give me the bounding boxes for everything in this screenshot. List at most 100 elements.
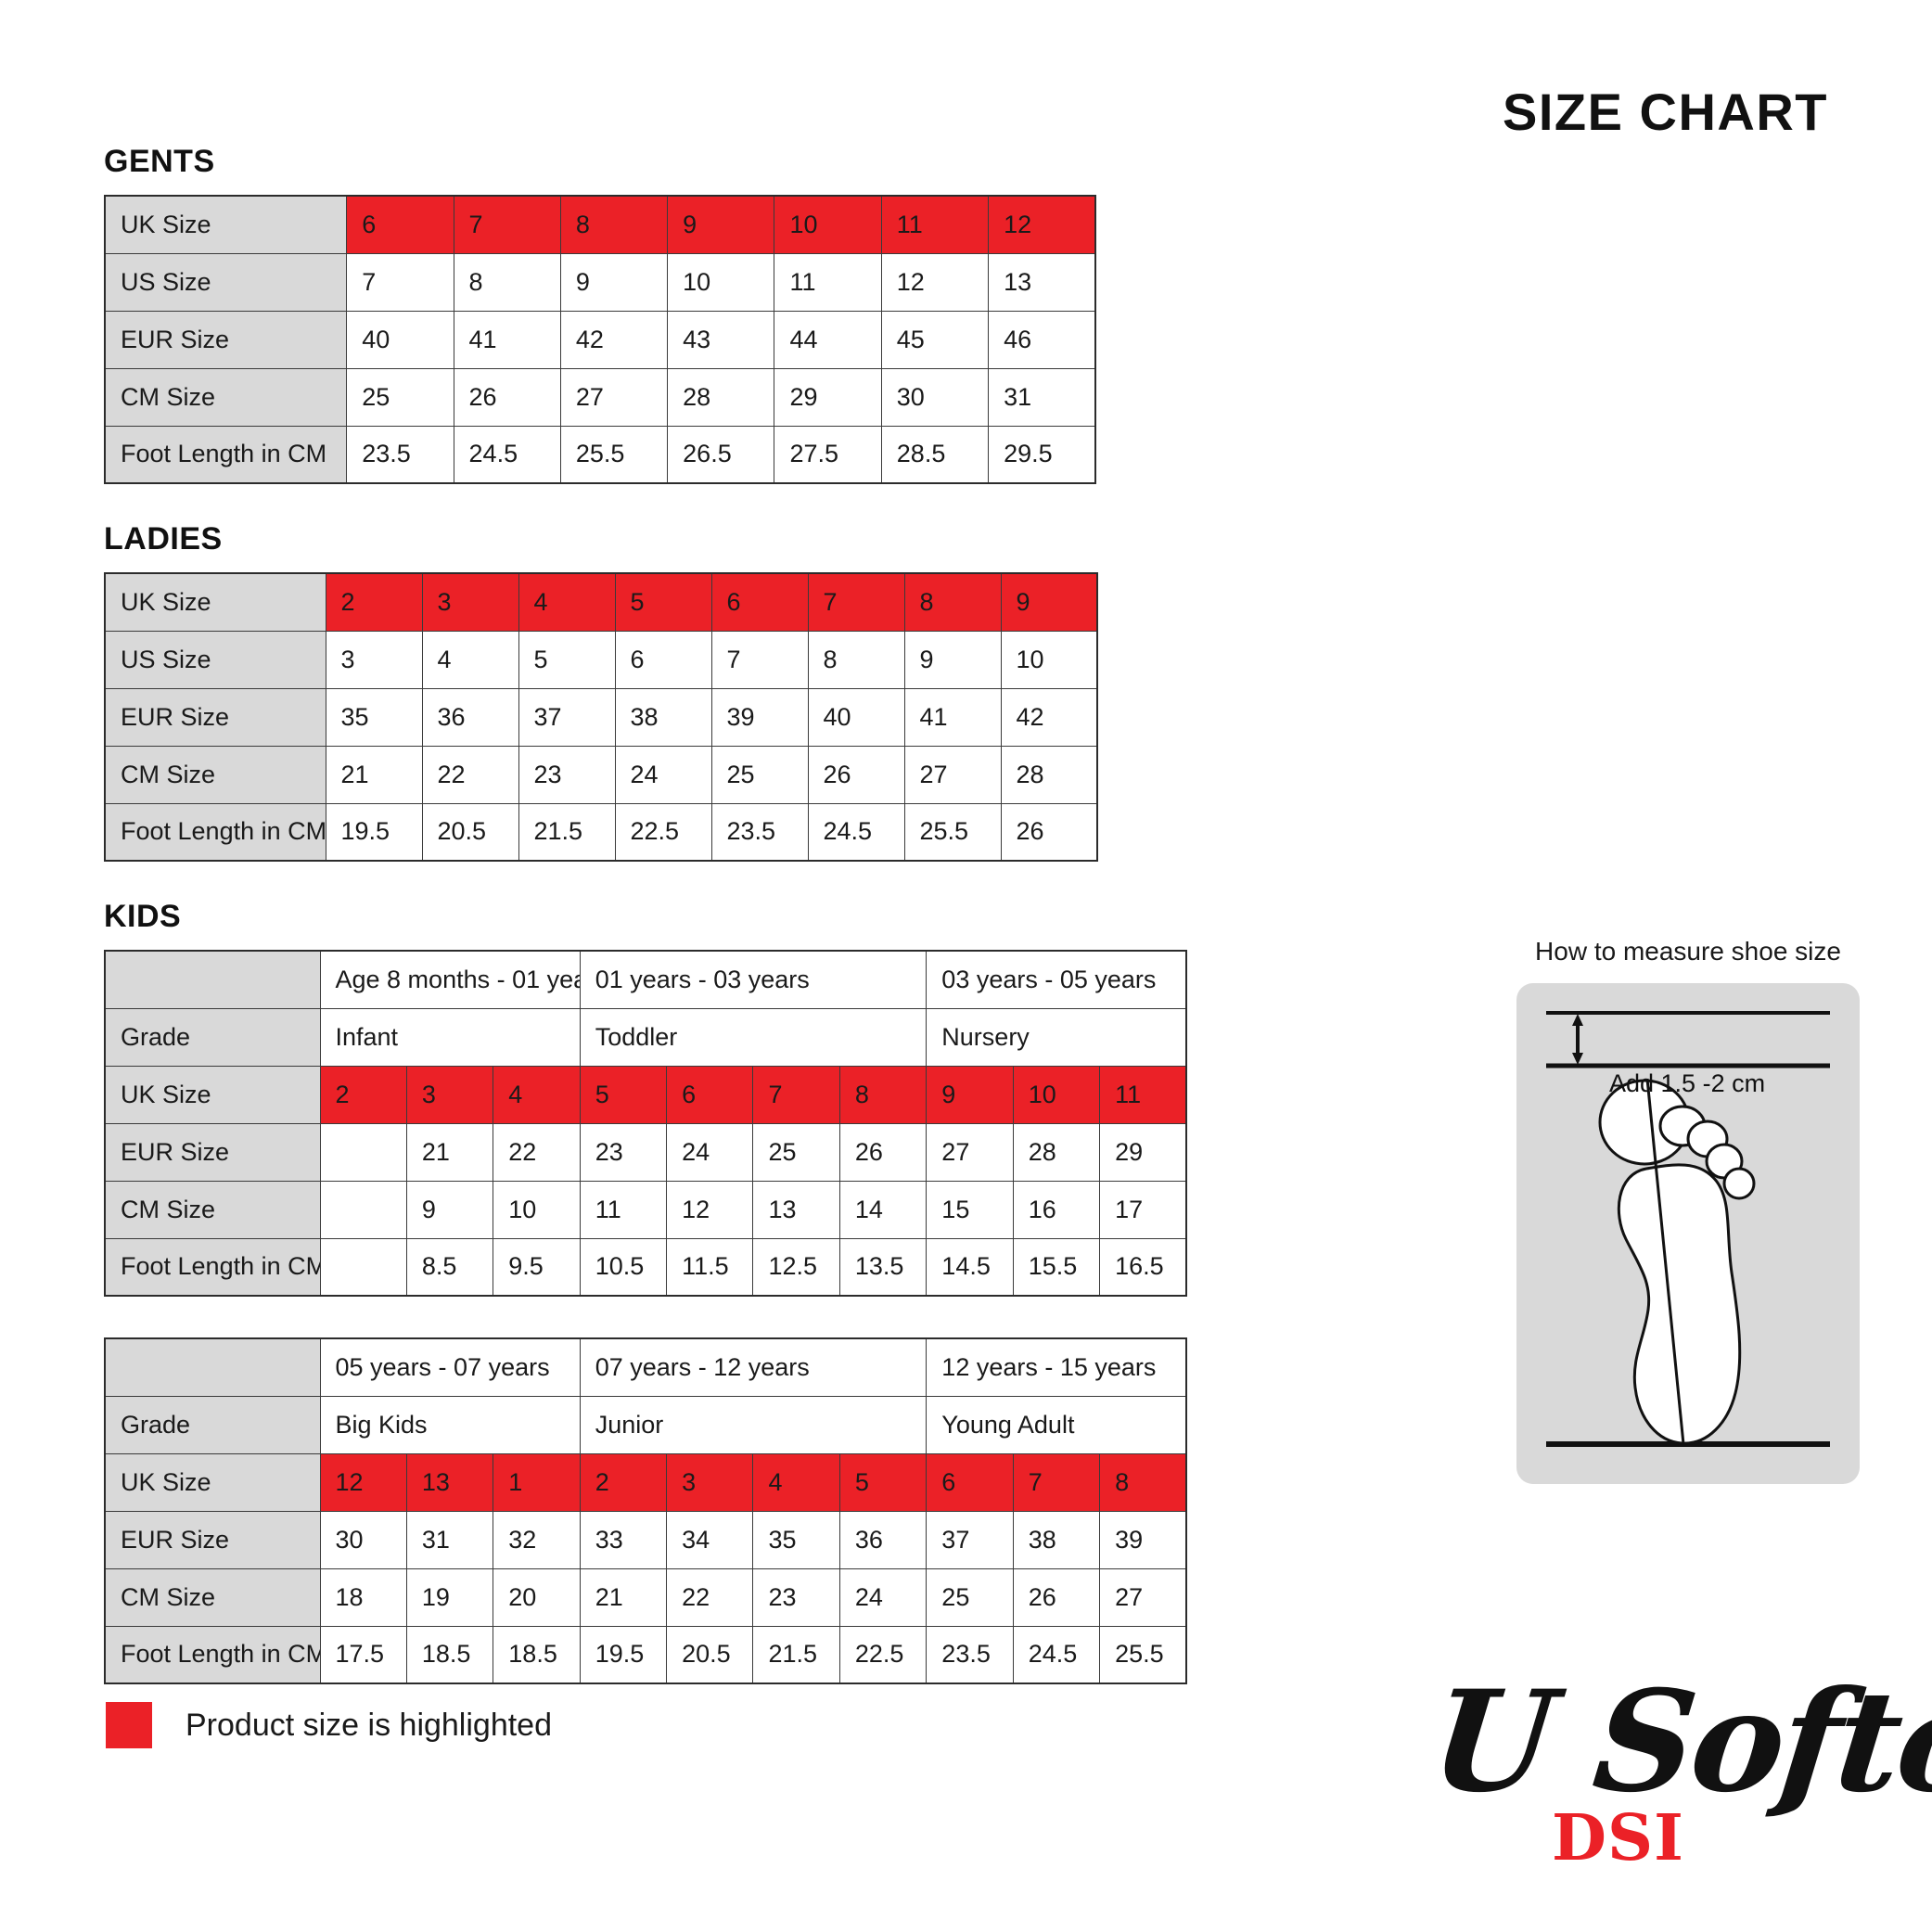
- row-header-cell: EUR Size: [104, 687, 326, 747]
- size-cell: 27: [1099, 1567, 1187, 1627]
- size-cell: 12: [666, 1180, 754, 1239]
- legend-color-swatch: [106, 1702, 152, 1748]
- highlighted-size-cell: 8: [559, 195, 669, 254]
- kids-table-2-body: 05 years - 07 years 07 years - 12 years 12…: [104, 1337, 1187, 1684]
- highlighted-size-cell: 7: [807, 572, 905, 632]
- table-row: Foot Length in CM 8.5 9.5 10.5 11.5 12.5 13.5 1…: [104, 1237, 1187, 1297]
- size-cell: 46: [988, 310, 1096, 369]
- size-cell: 14.5: [926, 1237, 1014, 1297]
- size-cell: 24: [666, 1122, 754, 1182]
- size-cell: 27: [926, 1122, 1014, 1182]
- grade-row: Grade Infant Toddler Nursery: [104, 1007, 1187, 1067]
- highlighted-size-cell: 12: [319, 1452, 407, 1512]
- table-row: UK Size 2 3 4 5 6 7 8 9 10 11: [104, 1065, 1187, 1124]
- how-to-measure-title: How to measure shoe size: [1535, 937, 1841, 966]
- how-to-measure-panel: How to measure shoe size: [1503, 937, 1874, 1484]
- table-row: UK Size 12 13 1 2 3 4 5 6 7 8: [104, 1452, 1187, 1512]
- table-row: EUR Size 30 31 32 33 34 35 36 37 38 39: [104, 1510, 1187, 1569]
- ladies-table-body: UK Size 2 3 4 5 6 7 8 9 US Size 3 4 5 6 7 8 9 10 EUR Size 3…: [104, 572, 1098, 862]
- size-cell: 23.5: [710, 802, 809, 862]
- size-cell: 16.5: [1099, 1237, 1187, 1297]
- age-group-cell: 05 years - 07 years: [319, 1337, 581, 1397]
- size-cell: 41: [903, 687, 1002, 747]
- highlighted-size-cell: 9: [1000, 572, 1098, 632]
- size-cell: 5: [518, 630, 616, 689]
- table-row: UK Size 2 3 4 5 6 7 8 9: [104, 572, 1098, 632]
- size-cell: 34: [666, 1510, 754, 1569]
- tables-column: GENTS UK Size 6 7 8 9 10 11 12 US Size 7 8 9 10 11 12 1…: [104, 144, 1430, 1721]
- highlighted-size-cell: 4: [752, 1452, 840, 1512]
- size-cell: 20: [493, 1567, 581, 1627]
- highlighted-size-cell: 11: [880, 195, 990, 254]
- highlighted-size-cell: 11: [1099, 1065, 1187, 1124]
- highlighted-size-cell: 5: [579, 1065, 668, 1124]
- highlighted-size-cell: 2: [579, 1452, 668, 1512]
- size-cell: 19.5: [579, 1625, 668, 1684]
- row-header-cell: UK Size: [104, 1065, 321, 1124]
- brand-logo: U Softo DSI: [1425, 1660, 1932, 1892]
- highlighted-size-cell: 13: [405, 1452, 494, 1512]
- size-cell: 3: [325, 630, 423, 689]
- size-cell: 11.5: [666, 1237, 754, 1297]
- size-cell: 42: [1000, 687, 1098, 747]
- highlighted-size-cell: 3: [421, 572, 519, 632]
- size-cell: 26: [1012, 1567, 1101, 1627]
- size-cell: 45: [880, 310, 990, 369]
- foot-diagram-box: Add 1.5 -2 cm: [1516, 983, 1860, 1484]
- size-cell: 9.5: [493, 1237, 581, 1297]
- size-cell: 25: [346, 367, 454, 427]
- size-cell: 9: [405, 1180, 494, 1239]
- size-cell: 44: [774, 310, 882, 369]
- table-row: Foot Length in CM 17.5 18.5 18.5 19.5 20.5 21.…: [104, 1625, 1187, 1684]
- size-cell: [319, 1237, 407, 1297]
- row-header-cell: Grade: [104, 1395, 321, 1454]
- table-row: UK Size 6 7 8 9 10 11 12: [104, 195, 1096, 254]
- size-cell: 20.5: [421, 802, 519, 862]
- size-cell: 15: [926, 1180, 1014, 1239]
- table-row: US Size 7 8 9 10 11 12 13: [104, 252, 1096, 312]
- ladies-heading: LADIES: [104, 521, 223, 557]
- age-group-cell: 03 years - 05 years: [926, 950, 1187, 1009]
- gents-heading: GENTS: [104, 144, 215, 179]
- size-cell: 27.5: [774, 425, 882, 484]
- size-cell: [319, 1122, 407, 1182]
- table-row: CM Size 21 22 23 24 25 26 27 28: [104, 745, 1098, 804]
- highlighted-size-cell: 10: [774, 195, 882, 254]
- kids-table-1: Age 8 months - 01 years01 years - 03 yea…: [104, 950, 1187, 1297]
- size-cell: 30: [319, 1510, 407, 1569]
- grade-cell: Nursery: [926, 1007, 1187, 1067]
- size-cell: 35: [325, 687, 423, 747]
- size-cell: 38: [614, 687, 712, 747]
- brand-logo-sub: DSI: [1552, 1801, 1684, 1875]
- size-cell: 19.5: [325, 802, 423, 862]
- size-cell: 10: [1000, 630, 1098, 689]
- size-cell: 24.5: [807, 802, 905, 862]
- table-row: Foot Length in CM 19.5 20.5 21.5 22.5 23.5 24.…: [104, 802, 1098, 862]
- size-cell: 26: [1000, 802, 1098, 862]
- size-cell: 22.5: [838, 1625, 928, 1684]
- size-cell: 8: [453, 252, 561, 312]
- highlighted-size-cell: 9: [926, 1065, 1014, 1124]
- size-cell: 7: [710, 630, 809, 689]
- highlighted-size-cell: 6: [926, 1452, 1014, 1512]
- grade-cell: Infant: [319, 1007, 581, 1067]
- size-cell: 22: [493, 1122, 581, 1182]
- size-cell: 18: [319, 1567, 407, 1627]
- highlighted-size-cell: 7: [752, 1065, 840, 1124]
- gents-table: UK Size 6 7 8 9 10 11 12 US Size 7 8 9 10 11 12 13 EUR S…: [104, 195, 1096, 484]
- size-cell: 19: [405, 1567, 494, 1627]
- row-header-cell: Foot Length in CM: [104, 425, 348, 484]
- size-cell: 35: [752, 1510, 840, 1569]
- size-cell: 16: [1012, 1180, 1101, 1239]
- ladies-table: UK Size 2 3 4 5 6 7 8 9 US Size 3 4 5 6 7 8 9 10 EUR Size 3…: [104, 572, 1098, 862]
- size-cell: 25.5: [1099, 1625, 1187, 1684]
- size-cell: 26.5: [667, 425, 775, 484]
- size-cell: 18.5: [493, 1625, 581, 1684]
- highlighted-size-cell: 4: [493, 1065, 581, 1124]
- size-cell: 42: [559, 310, 669, 369]
- size-cell: 18.5: [405, 1625, 494, 1684]
- size-cell: 31: [405, 1510, 494, 1569]
- size-cell: 4: [421, 630, 519, 689]
- size-cell: 26: [838, 1122, 928, 1182]
